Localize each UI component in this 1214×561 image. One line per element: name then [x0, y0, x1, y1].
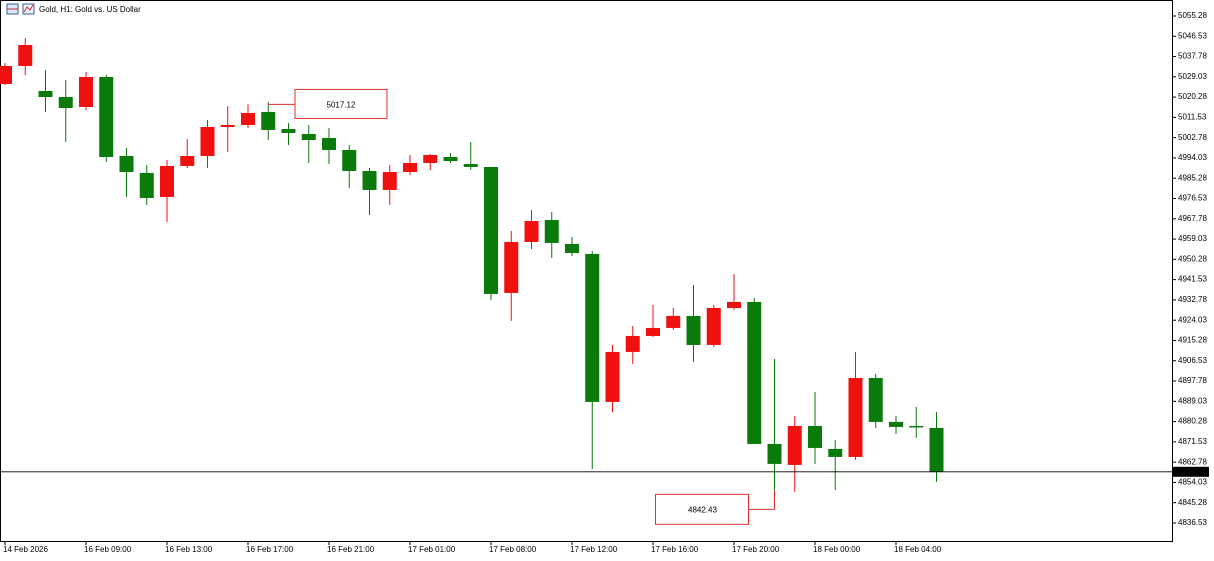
- candle-body: [787, 425, 802, 465]
- candle-body: [463, 163, 478, 167]
- candle-body: [18, 44, 33, 66]
- candle-body: [646, 327, 660, 336]
- candle-body: [261, 111, 276, 130]
- candle-body: [909, 425, 924, 428]
- y-tick-label: 4845.28: [1178, 498, 1207, 507]
- candle-body: [544, 219, 559, 243]
- candle-body: [423, 154, 438, 163]
- x-tick-label: 18 Feb 04:00: [894, 545, 942, 554]
- y-tick-label: 5037.78: [1178, 52, 1207, 61]
- candle-body: [727, 301, 741, 308]
- x-tick-label: 16 Feb 13:00: [165, 545, 213, 554]
- marker-box: [294, 88, 388, 119]
- y-tick-label: 4871.53: [1178, 437, 1207, 446]
- x-tick-label: 18 Feb 00:00: [813, 545, 861, 554]
- x-tick-label: 14 Feb 2026: [3, 545, 48, 554]
- candle-body: [119, 155, 134, 172]
- candle-body: [828, 448, 843, 457]
- header: Gold, H1: Gold vs. US Dollar: [6, 3, 141, 15]
- candle-body: [99, 76, 114, 157]
- candle-body: [504, 241, 519, 293]
- y-tick-label: 5046.53: [1178, 31, 1207, 40]
- y-tick-label: 4906.53: [1178, 356, 1207, 365]
- candle-body: [180, 155, 195, 166]
- candle-body: [686, 315, 701, 345]
- symbol: Gold, H1:: [39, 5, 73, 14]
- y-tick-label: 4924.03: [1178, 315, 1207, 324]
- candle-body: [666, 315, 681, 328]
- x-tick-label: 16 Feb 09:00: [84, 545, 132, 554]
- candle-body: [443, 156, 458, 161]
- candle-body: [382, 171, 397, 190]
- last-price-label: 4858.62: [1175, 467, 1204, 476]
- x-tick-label: 17 Feb 08:00: [489, 545, 537, 554]
- x-tick-label: 16 Feb 17:00: [246, 545, 294, 554]
- candle-body: [868, 377, 883, 422]
- y-tick-label: 4915.28: [1178, 336, 1207, 345]
- chart-title: Gold vs. US Dollar: [75, 5, 141, 14]
- candle-body: [79, 76, 93, 107]
- candle-body: [403, 162, 417, 172]
- candle-body: [38, 90, 53, 97]
- candle-body: [139, 172, 154, 198]
- x-tick-label: 17 Feb 20:00: [732, 545, 780, 554]
- y-tick-label: 4950.28: [1178, 254, 1207, 263]
- candle-body: [342, 149, 357, 171]
- y-tick-label: 5011.53: [1178, 113, 1207, 122]
- candle-body: [625, 335, 640, 352]
- marker-box: [655, 493, 749, 525]
- y-tick-label: 5055.28: [1178, 11, 1207, 20]
- x-tick-label: 17 Feb 16:00: [651, 545, 699, 554]
- y-tick-label: 4976.53: [1178, 194, 1207, 203]
- y-tick-label: 4889.03: [1178, 396, 1207, 405]
- y-tick-label: 4985.28: [1178, 173, 1207, 182]
- y-tick-label: 4897.78: [1178, 376, 1207, 385]
- candle-body: [848, 377, 863, 457]
- high-marker-label: 5017.12: [327, 101, 356, 110]
- y-tick-label: 5002.78: [1178, 133, 1207, 142]
- plot-frame: [0, 0, 1173, 542]
- candle-body: [160, 165, 174, 197]
- y-tick-label: 4836.53: [1178, 518, 1207, 527]
- y-tick-label: 4994.03: [1178, 153, 1207, 162]
- candle-body: [706, 307, 721, 345]
- candle-body: [524, 220, 539, 242]
- candle-body: [747, 301, 762, 444]
- y-tick-label: 5020.28: [1178, 92, 1207, 101]
- candle-body: [281, 128, 296, 133]
- x-tick-label: 17 Feb 01:00: [408, 545, 456, 554]
- y-tick-label: 4862.78: [1178, 457, 1207, 466]
- y-tick-label: 5029.03: [1178, 72, 1207, 81]
- y-tick-label: 4932.78: [1178, 295, 1207, 304]
- candle-body: [767, 443, 782, 464]
- candle-body: [808, 425, 822, 448]
- candle-body: [322, 137, 336, 150]
- candle-body: [484, 166, 498, 294]
- candle-body: [241, 112, 255, 125]
- x-tick-label: 16 Feb 21:00: [327, 545, 375, 554]
- candle-body: [565, 243, 579, 253]
- y-tick-label: 4967.78: [1178, 214, 1207, 223]
- candle-body: [200, 126, 215, 156]
- candle-body: [58, 96, 73, 108]
- y-tick-label: 4880.28: [1178, 417, 1207, 426]
- candle-body: [301, 133, 316, 140]
- candle-body: [585, 253, 600, 402]
- candle-body: [889, 421, 903, 427]
- last-price-box: [1173, 466, 1209, 477]
- candle-body: [362, 170, 377, 190]
- icon: [23, 4, 34, 13]
- candle-body: [929, 427, 944, 472]
- candle-body: [220, 124, 235, 127]
- y-tick-label: 4854.03: [1178, 478, 1207, 487]
- y-tick-label: 4959.03: [1178, 234, 1207, 243]
- candle-body: [0, 65, 12, 84]
- low-marker-label: 4842.43: [688, 505, 717, 514]
- candle-body: [605, 351, 620, 402]
- x-tick-label: 17 Feb 12:00: [570, 545, 618, 554]
- y-tick-label: 4941.53: [1178, 275, 1207, 284]
